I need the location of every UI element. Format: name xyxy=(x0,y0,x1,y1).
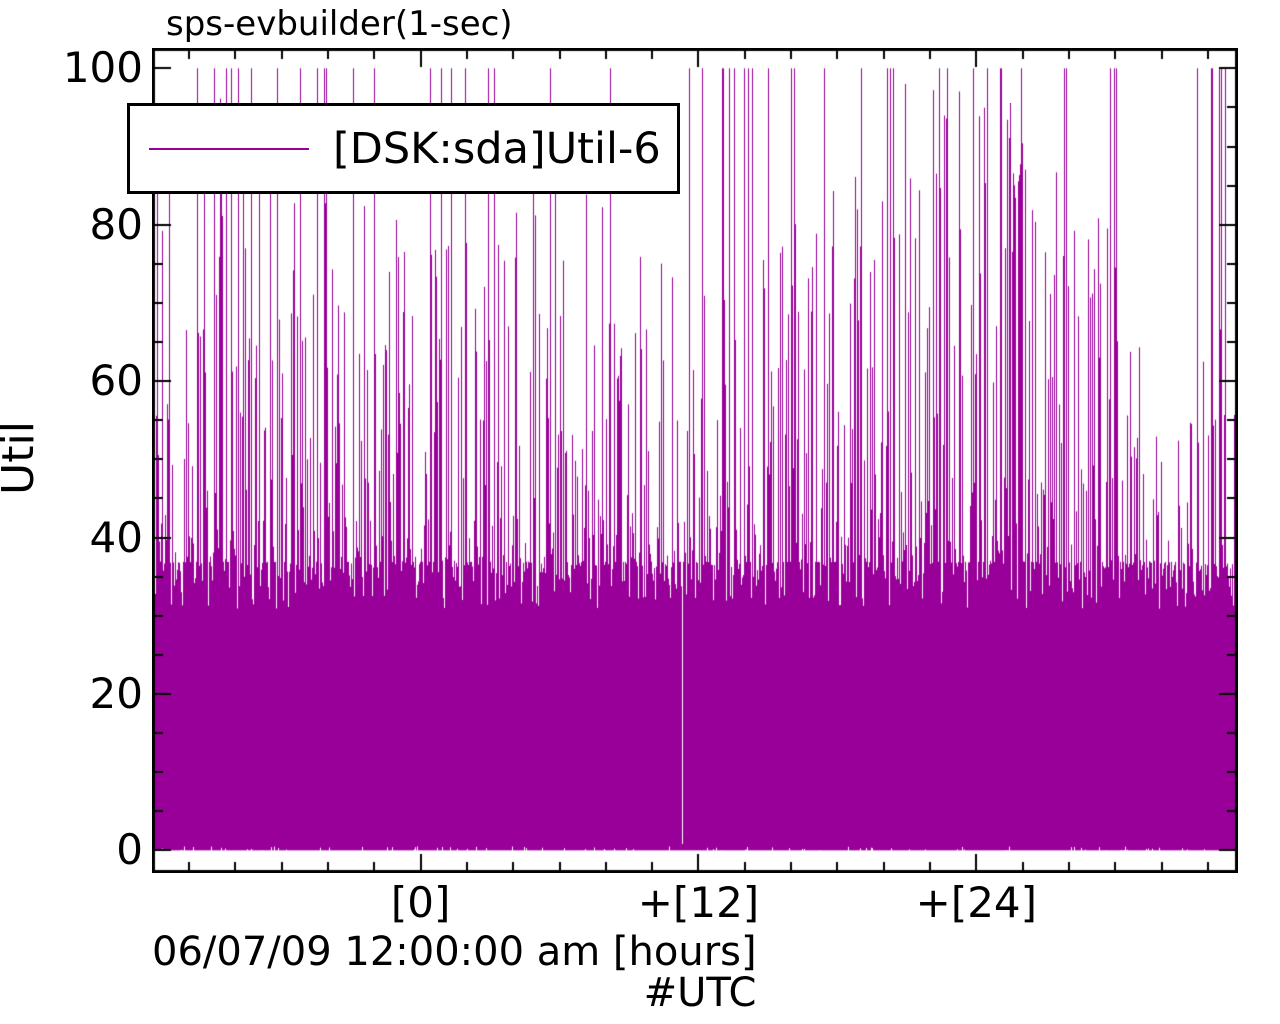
y-tick-label: 80 xyxy=(89,199,143,249)
y-tick-label: 60 xyxy=(89,356,143,406)
x-tick-label: +[12] xyxy=(637,878,760,927)
y-tick-label: 20 xyxy=(89,668,143,718)
legend-box: [DSK:sda]Util-6 xyxy=(127,103,680,194)
y-tick-label: 40 xyxy=(89,512,143,562)
legend-label: [DSK:sda]Util-6 xyxy=(333,123,661,174)
legend-line-sample xyxy=(149,147,309,150)
y-tick-label: 100 xyxy=(62,43,143,93)
x-axis-label: 06/07/09 12:00:00 am [hours] xyxy=(152,929,757,975)
y-axis-label: Util xyxy=(0,421,44,495)
x-axis-annotation: #UTC xyxy=(643,970,757,1016)
y-tick-label: 0 xyxy=(116,825,143,875)
x-tick-label: [0] xyxy=(390,878,451,927)
x-tick-label: +[24] xyxy=(915,878,1038,927)
chart-title: sps-evbuilder(1-sec) xyxy=(166,4,513,44)
